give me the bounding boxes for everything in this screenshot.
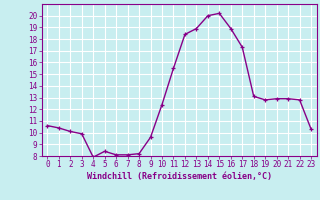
X-axis label: Windchill (Refroidissement éolien,°C): Windchill (Refroidissement éolien,°C) xyxy=(87,172,272,181)
